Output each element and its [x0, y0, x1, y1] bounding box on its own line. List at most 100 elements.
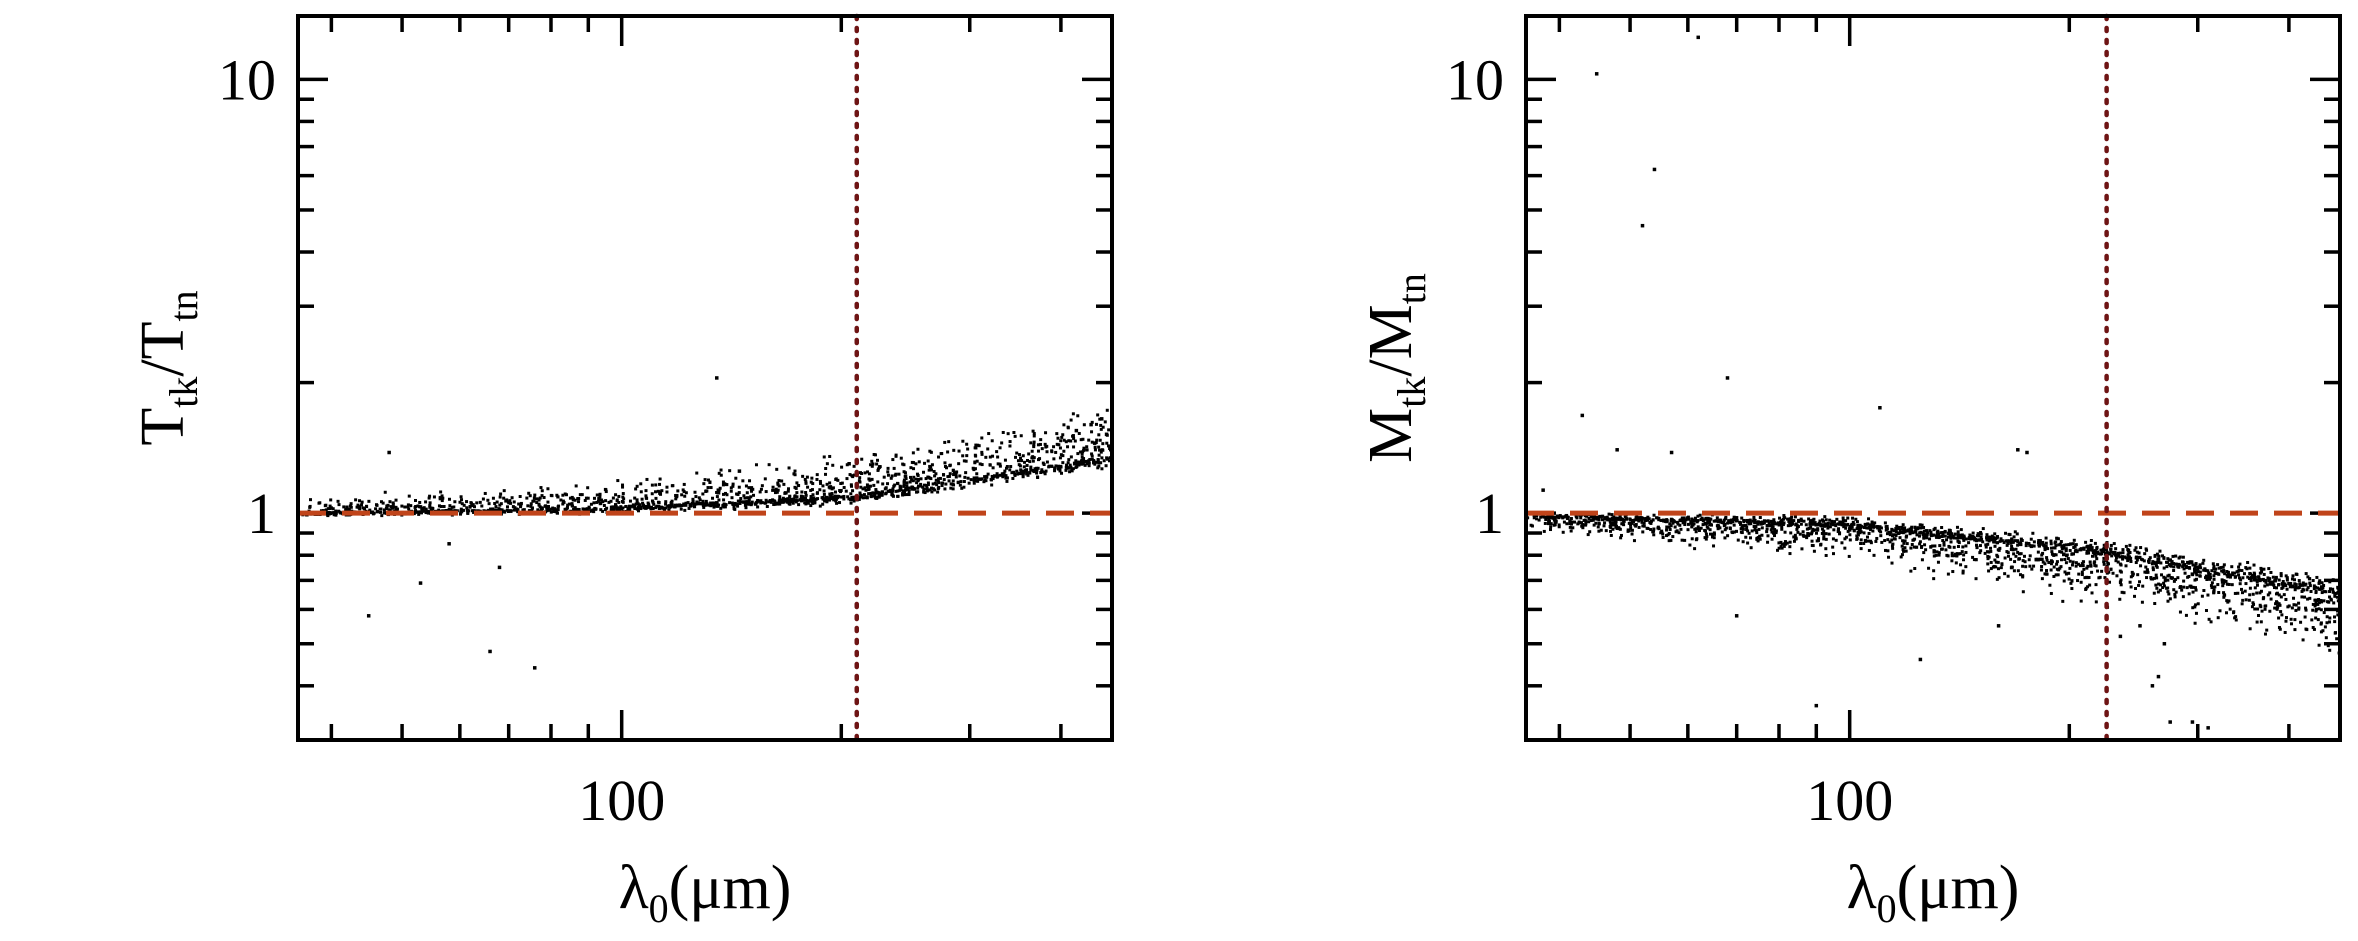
- right-data-point: [2264, 580, 2268, 584]
- left-data-point: [897, 472, 901, 476]
- right-data-point: [2180, 588, 2184, 592]
- right-data-point: [2148, 556, 2152, 560]
- left-data-point: [1032, 469, 1036, 473]
- right-data-point: [1749, 522, 1753, 526]
- left-data-point: [902, 463, 906, 467]
- right-data-point: [1772, 534, 1776, 538]
- right-data-point: [2103, 576, 2107, 580]
- right-data-point: [1857, 528, 1861, 532]
- right-data-point: [2017, 557, 2021, 561]
- right-x-axis-title-main: λ: [1847, 854, 1877, 922]
- right-data-point: [1547, 520, 1551, 524]
- left-data-point: [917, 460, 921, 464]
- left-data-point: [407, 507, 411, 511]
- left-data-point: [548, 508, 552, 512]
- right-data-point: [2301, 638, 2305, 642]
- left-data-point: [1067, 458, 1071, 462]
- right-data-point: [1771, 520, 1775, 524]
- left-data-point: [598, 498, 602, 502]
- left-data-point: [552, 509, 556, 513]
- right-outlier-point: [2025, 450, 2029, 455]
- right-data-point: [2310, 618, 2314, 622]
- right-data-point: [1936, 560, 1940, 564]
- right-data-point: [1682, 516, 1686, 520]
- left-data-point: [960, 486, 964, 490]
- left-data-point: [657, 507, 661, 511]
- right-data-point: [2239, 587, 2243, 591]
- right-data-point: [1694, 538, 1698, 542]
- right-data-point: [1867, 531, 1871, 535]
- right-data-point: [2169, 564, 2173, 568]
- left-data-point: [519, 501, 523, 505]
- left-data-point: [869, 491, 873, 495]
- left-data-point: [869, 463, 873, 467]
- left-data-point: [1082, 457, 1086, 461]
- left-data-point: [1069, 418, 1073, 422]
- right-data-point: [2256, 613, 2260, 617]
- right-data-point: [1581, 523, 1585, 527]
- right-data-point: [1935, 550, 1939, 554]
- right-data-point: [1975, 543, 1979, 547]
- left-data-point: [886, 473, 890, 477]
- right-data-point: [2317, 643, 2321, 647]
- left-data-point: [639, 490, 643, 494]
- right-data-point: [1808, 522, 1812, 526]
- right-data-point: [1712, 532, 1716, 536]
- right-data-point: [1912, 545, 1916, 549]
- right-data-point: [2150, 562, 2154, 566]
- left-data-point: [809, 504, 813, 508]
- left-data-point: [1006, 432, 1010, 436]
- left-data-point: [910, 487, 914, 491]
- right-data-point: [1687, 517, 1691, 521]
- left-data-point: [952, 448, 956, 452]
- right-data-point: [2304, 606, 2308, 610]
- right-data-point: [1869, 541, 1873, 545]
- right-data-point: [2333, 631, 2337, 635]
- right-data-point: [2162, 584, 2166, 588]
- right-data-point: [2023, 560, 2027, 564]
- left-data-point: [805, 475, 809, 479]
- right-data-point: [2048, 583, 2052, 587]
- right-data-point: [2010, 544, 2014, 548]
- right-data-point: [2222, 563, 2226, 567]
- right-data-point: [2265, 583, 2269, 587]
- left-data-point: [781, 496, 785, 500]
- right-data-point: [1661, 532, 1665, 536]
- right-outlier-point: [2162, 642, 2167, 646]
- right-data-point: [1805, 534, 1809, 538]
- right-data-point: [1929, 530, 1933, 534]
- left-data-point: [501, 510, 505, 514]
- right-data-point: [1817, 523, 1821, 527]
- right-data-point: [1782, 514, 1786, 518]
- left-data-point: [750, 489, 754, 493]
- right-data-point: [2313, 598, 2317, 602]
- right-data-point: [1691, 523, 1695, 527]
- right-data-point: [2085, 551, 2089, 555]
- left-data-point: [736, 504, 740, 508]
- left-data-point: [424, 500, 428, 504]
- right-data-point: [1759, 522, 1763, 526]
- left-data-point: [574, 507, 578, 511]
- right-data-point: [1810, 532, 1814, 536]
- right-data-point: [1852, 528, 1856, 532]
- left-data-point: [1015, 451, 1019, 455]
- left-data-point: [1001, 472, 1005, 476]
- left-data-point: [442, 504, 446, 508]
- left-data-point: [782, 482, 786, 486]
- right-data-point: [1619, 536, 1623, 540]
- right-data-point: [2068, 548, 2072, 552]
- left-data-point: [499, 492, 503, 496]
- right-data-point: [2185, 586, 2189, 590]
- right-data-point: [2149, 576, 2153, 580]
- right-data-point: [2220, 580, 2224, 584]
- right-data-point: [2142, 559, 2146, 563]
- left-data-point: [614, 504, 618, 508]
- left-data-point: [1100, 448, 1104, 452]
- left-data-point: [409, 504, 413, 508]
- right-data-point: [1633, 523, 1637, 527]
- right-data-point: [2106, 552, 2110, 556]
- left-data-point: [833, 490, 837, 494]
- left-data-point: [930, 463, 934, 467]
- right-data-point: [2007, 539, 2011, 543]
- left-data-point: [1080, 461, 1084, 465]
